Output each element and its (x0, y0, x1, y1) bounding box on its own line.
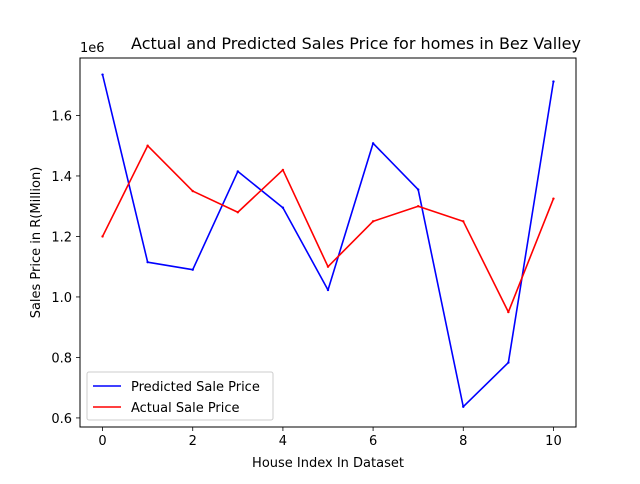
series-layer (101, 73, 555, 408)
data-point-predicted-sale-price (507, 361, 510, 364)
data-point-predicted-sale-price (326, 288, 330, 292)
y-tick-label: 1.6 (51, 109, 72, 124)
legend: Predicted Sale Price Actual Sale Price (86, 371, 274, 421)
y-tick-label: 1.2 (51, 230, 72, 245)
data-point-predicted-sale-price (371, 142, 375, 145)
data-point-actual-sale-price (146, 144, 149, 147)
x-tick-label: 6 (369, 434, 377, 449)
y-axis-offset-label: 1e6 (80, 41, 105, 56)
plot-area-frame (79, 57, 577, 428)
legend-label-predicted: Predicted Sale Price (131, 380, 260, 395)
chart-title: Actual and Predicted Sales Price for hom… (131, 34, 581, 53)
y-tick-label: 0.8 (51, 351, 72, 366)
data-point-actual-sale-price (462, 220, 465, 223)
data-point-actual-sale-price (416, 205, 420, 208)
y-tick-label: 1.4 (51, 170, 72, 185)
data-point-predicted-sale-price (236, 170, 240, 173)
data-point-actual-sale-price (507, 310, 510, 314)
data-point-actual-sale-price (371, 220, 375, 223)
data-point-predicted-sale-price (146, 260, 149, 264)
data-point-actual-sale-price (101, 235, 104, 238)
data-point-predicted-sale-price (552, 80, 555, 83)
y-axis-label: Sales Price in R(Million) (29, 167, 44, 319)
data-point-actual-sale-price (281, 168, 285, 172)
y-tick-label: 1.0 (51, 291, 72, 306)
x-tick-label: 2 (189, 434, 197, 449)
y-axis-ticks: 0.6 0.8 1.0 1.2 1.4 1.6 (51, 109, 80, 427)
x-tick-label: 8 (459, 434, 467, 449)
x-tick-label: 0 (98, 434, 106, 449)
data-point-predicted-sale-price (462, 405, 465, 408)
x-axis-ticks: 0 2 4 6 8 10 (98, 427, 562, 449)
data-point-actual-sale-price (191, 189, 194, 193)
legend-box (86, 371, 274, 421)
data-point-actual-sale-price (236, 211, 240, 214)
x-tick-label: 4 (279, 434, 287, 449)
data-point-actual-sale-price (326, 265, 330, 268)
x-tick-label: 10 (545, 434, 562, 449)
data-point-predicted-sale-price (191, 268, 194, 271)
legend-label-actual: Actual Sale Price (131, 401, 240, 416)
y-tick-label: 0.6 (51, 412, 72, 427)
data-point-actual-sale-price (552, 197, 555, 200)
data-point-predicted-sale-price (101, 73, 104, 76)
x-axis-label: House Index In Dataset (252, 456, 404, 471)
data-point-predicted-sale-price (281, 206, 285, 209)
data-point-predicted-sale-price (416, 188, 420, 191)
